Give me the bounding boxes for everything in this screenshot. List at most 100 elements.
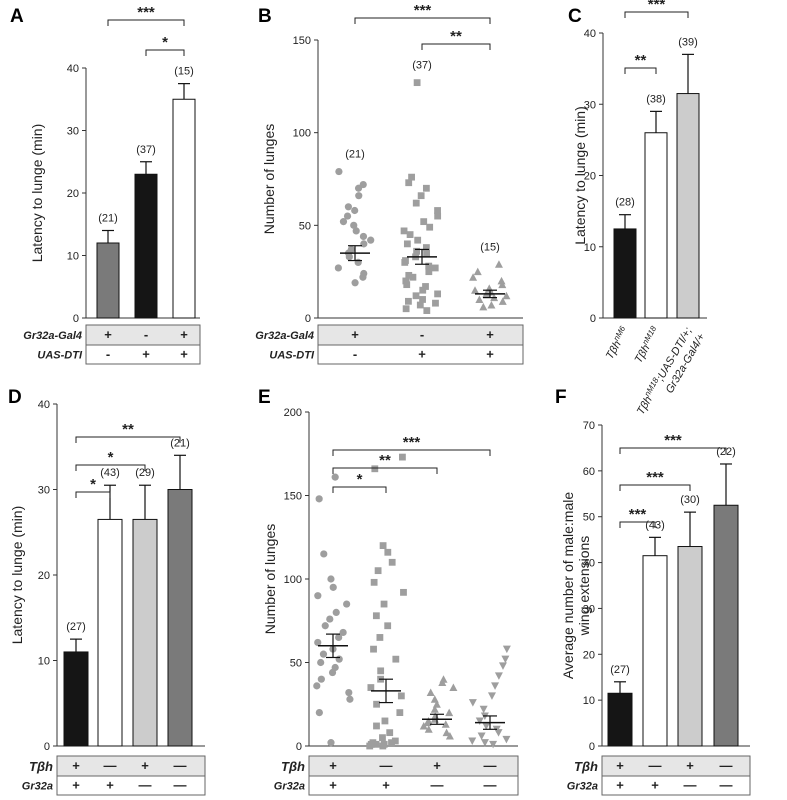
data-point: [419, 286, 427, 294]
genotype-value: +: [486, 327, 494, 342]
data-point: [502, 735, 511, 744]
category-label: TβhnM18: [630, 324, 662, 366]
n-label: (37): [412, 60, 432, 72]
y-tick-label: 100: [284, 574, 302, 586]
y-tick-label: 20: [584, 171, 596, 183]
significance-bracket: [145, 49, 185, 56]
y-tick-label: 10: [67, 251, 79, 263]
data-point: [327, 575, 335, 583]
y-tick-label: 50: [290, 658, 302, 670]
significance-label: ***: [664, 432, 682, 449]
data-point: [423, 249, 431, 257]
data-point: [321, 622, 329, 630]
genotype-value: —: [431, 778, 444, 793]
n-label: (29): [135, 467, 155, 479]
data-point: [332, 608, 340, 617]
genotype-label: Tβh: [281, 759, 305, 774]
y-axis-label: Latency to lunge (min): [9, 506, 25, 645]
data-point: [434, 290, 442, 298]
genotype-value: —: [139, 778, 152, 793]
data-point: [335, 633, 343, 642]
significance-label: ***: [137, 4, 155, 21]
category-label: TβhnM6: [602, 324, 632, 362]
genotype-value: —: [484, 778, 497, 793]
data-point: [414, 236, 422, 244]
data-point: [351, 279, 359, 287]
y-axis-label: Number of lunges: [262, 524, 278, 635]
n-label: (21): [170, 437, 190, 449]
data-point: [405, 297, 412, 305]
bar: [642, 555, 668, 747]
data-point: [419, 721, 428, 730]
data-point: [317, 675, 325, 683]
genotype-value: +: [180, 347, 188, 362]
data-point: [403, 281, 411, 289]
data-point: [334, 264, 342, 272]
data-point: [352, 227, 360, 235]
data-point: [491, 682, 500, 690]
genotype-value: +: [686, 758, 694, 773]
data-point: [346, 695, 354, 703]
data-point: [371, 465, 379, 473]
y-axis-label: Latency to lunge (min): [572, 106, 588, 245]
data-point: [423, 307, 431, 314]
n-label: (27): [66, 621, 86, 633]
genotype-value: -: [420, 327, 424, 342]
data-point: [370, 578, 378, 586]
data-point: [409, 273, 417, 281]
data-point: [327, 739, 335, 747]
significance-label: *: [90, 476, 96, 493]
data-point: [434, 207, 441, 214]
data-point: [430, 705, 439, 713]
data-point: [487, 692, 496, 700]
data-point: [477, 732, 486, 740]
y-tick-label: 30: [67, 126, 79, 138]
bar: [713, 504, 739, 747]
data-point: [344, 203, 352, 211]
data-point: [468, 737, 477, 745]
data-point: [328, 668, 337, 677]
significance-label: **: [122, 421, 134, 438]
n-label: (15): [480, 241, 500, 253]
data-point: [326, 615, 334, 623]
y-tick-label: 20: [583, 649, 595, 661]
y-tick-label: 20: [38, 570, 50, 582]
data-point: [377, 667, 385, 675]
data-point: [412, 199, 420, 207]
n-label: (21): [345, 149, 365, 161]
data-point: [494, 260, 503, 268]
data-point: [388, 558, 396, 566]
data-point: [402, 305, 410, 313]
genotype-value: —: [684, 778, 697, 793]
data-point: [345, 688, 353, 697]
data-point: [313, 682, 321, 690]
bar: [167, 489, 193, 747]
data-point: [419, 296, 426, 303]
bar: [97, 518, 123, 747]
data-point: [445, 731, 454, 740]
significance-label: ***: [629, 506, 647, 523]
data-point: [384, 548, 392, 556]
significance-bracket: [619, 484, 691, 491]
y-tick-label: 40: [38, 399, 50, 411]
significance-label: ***: [403, 434, 421, 451]
n-label: (30): [680, 494, 700, 506]
genotype-label: Gr32a-Gal4: [23, 330, 82, 342]
genotype-value: -: [144, 327, 148, 342]
genotype-row-bg: [85, 344, 201, 365]
y-tick-label: 30: [584, 99, 596, 111]
data-point: [354, 184, 363, 192]
significance-bracket: [75, 491, 111, 498]
genotype-value: +: [329, 758, 337, 773]
data-point: [416, 301, 424, 309]
data-point: [374, 567, 382, 575]
genotype-value: +: [616, 778, 624, 793]
y-tick-label: 40: [583, 558, 595, 570]
data-point: [379, 742, 387, 750]
data-point: [468, 699, 477, 707]
data-point: [422, 244, 430, 251]
data-point: [426, 688, 435, 697]
genotype-value: +: [651, 778, 659, 793]
data-point: [359, 273, 367, 281]
genotype-label: Tβh: [29, 759, 53, 774]
